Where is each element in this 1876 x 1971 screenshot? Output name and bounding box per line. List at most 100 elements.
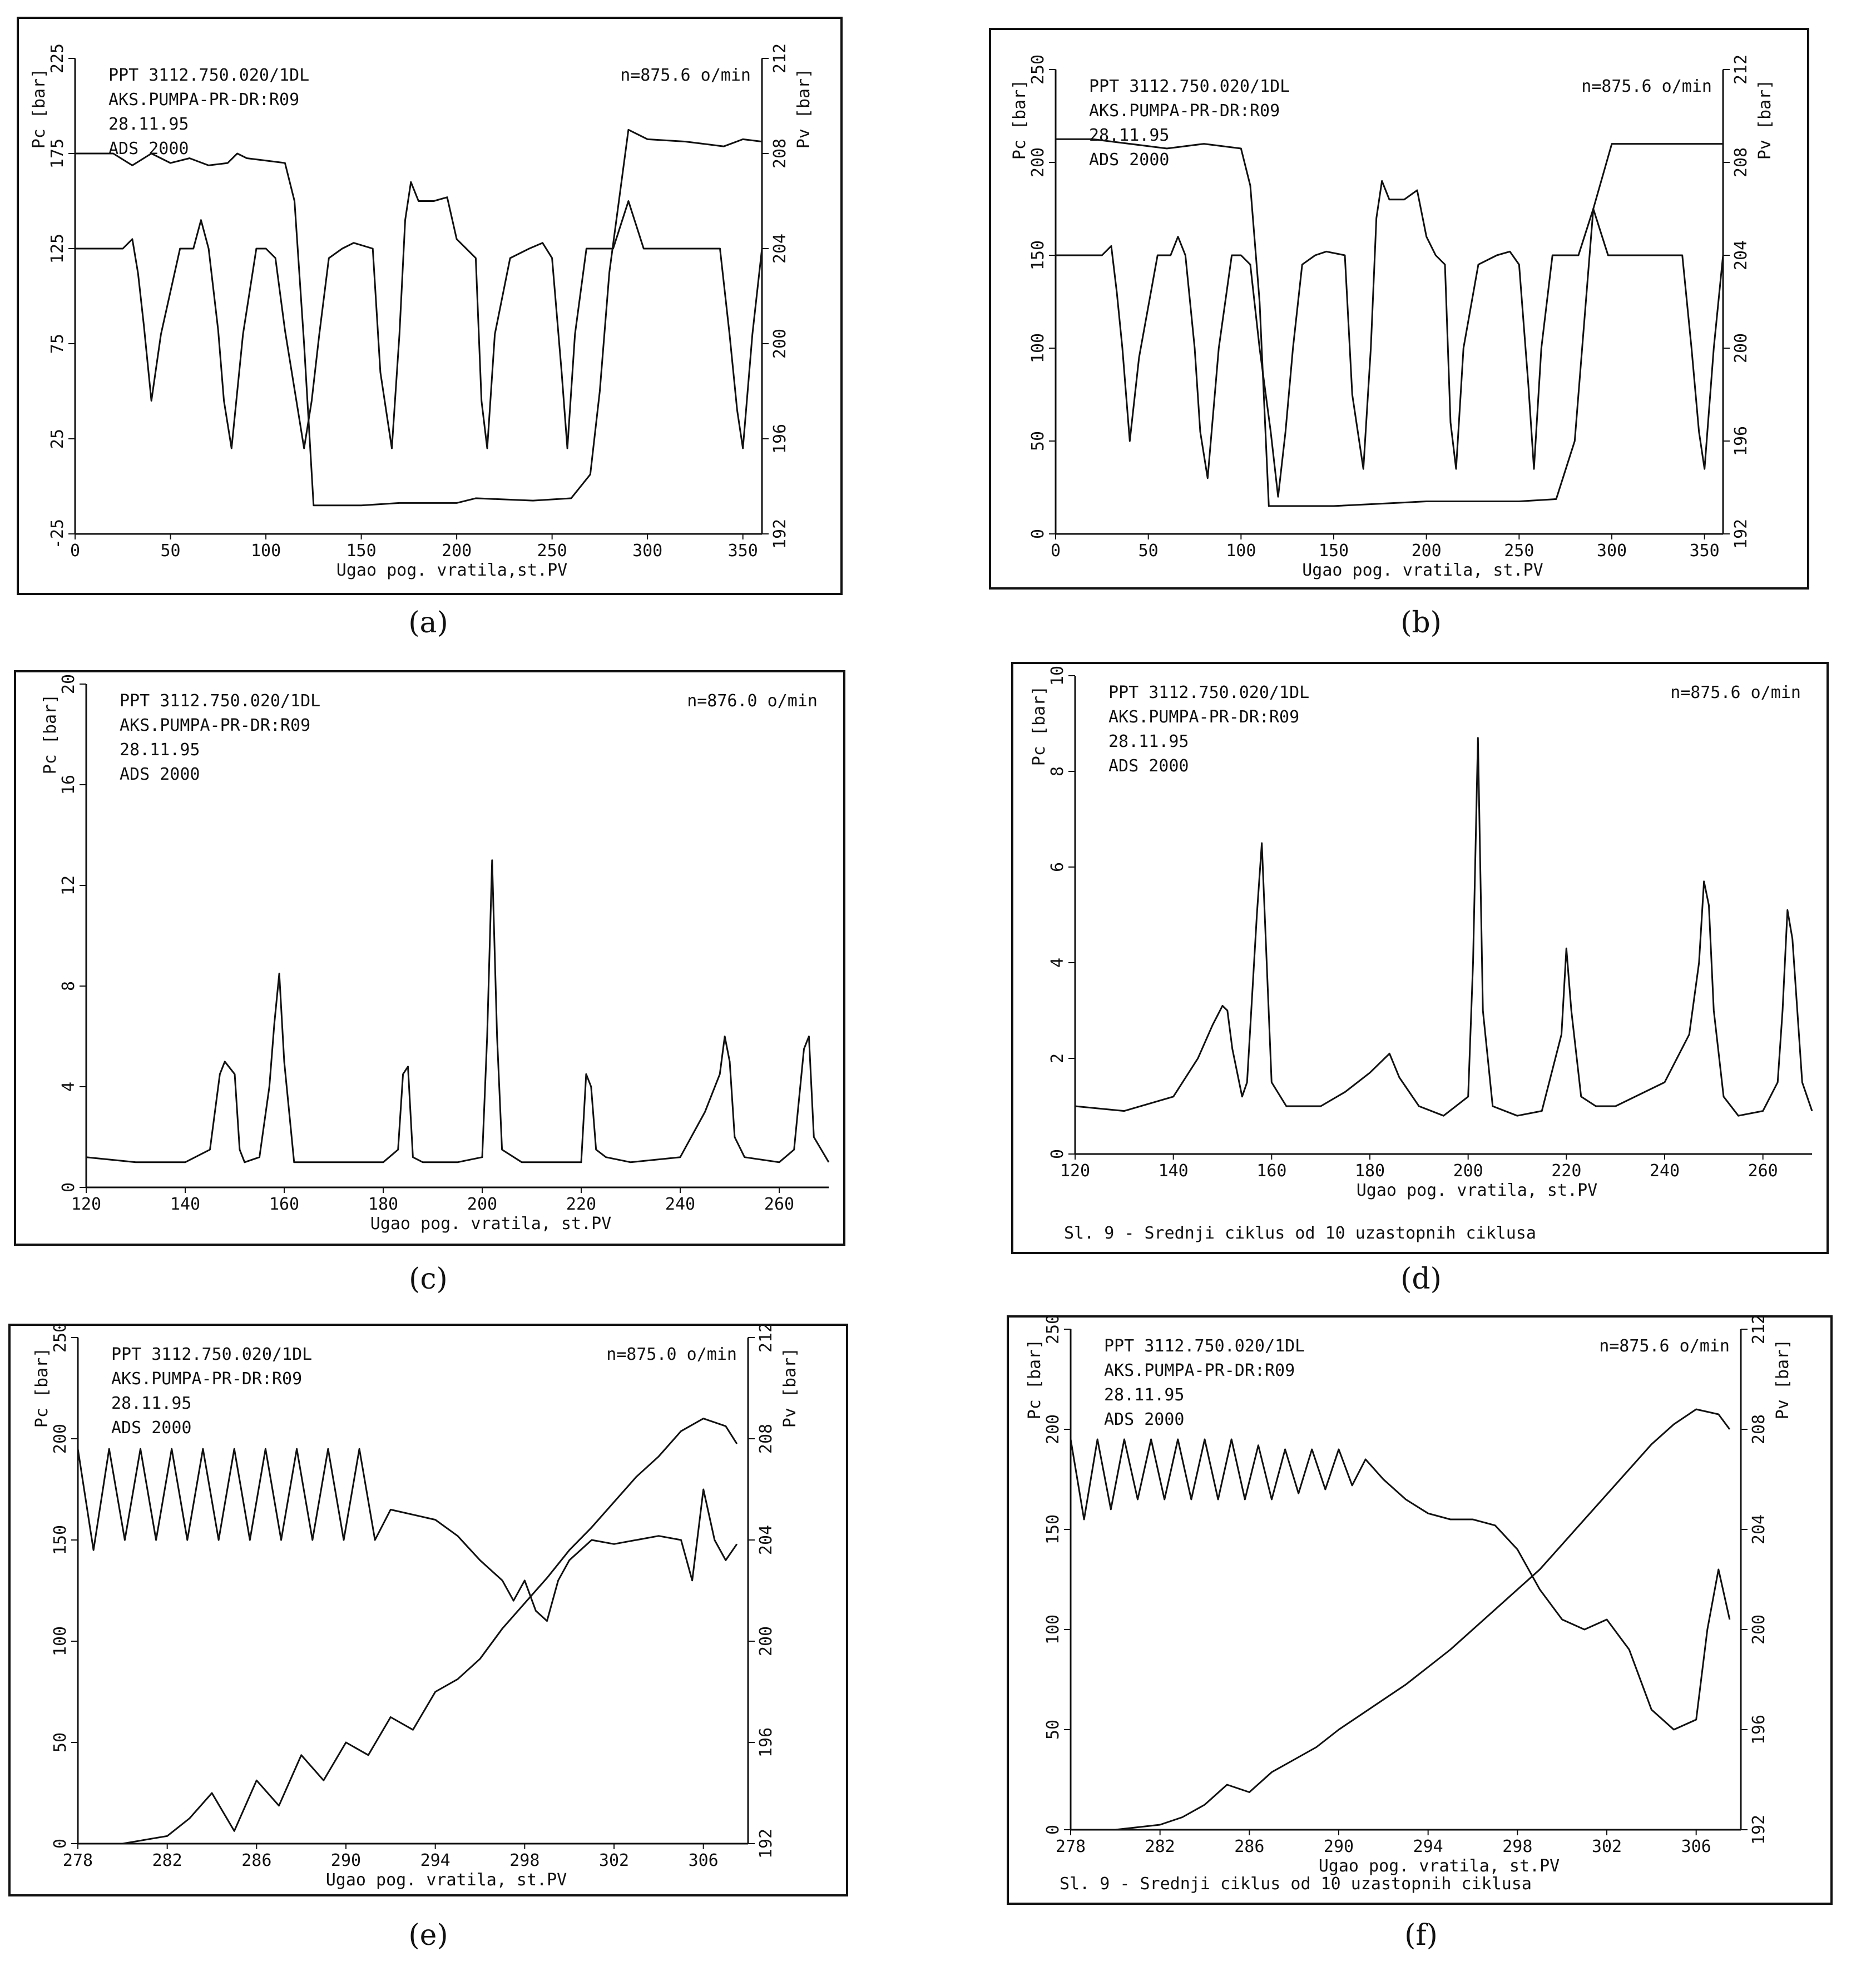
panel-c-x-axis-label: Ugao pog. vratila, st.PV [370,1214,611,1234]
panel-e-x-tick-label: 278 [63,1851,93,1870]
panel-c-x-tick-label: 200 [467,1195,497,1214]
panel-f-left-tick-label: 50 [1043,1720,1063,1740]
chart-e: 0 50 100 150 200 250 192 196 200 204 208 212 278 282 2… [8,1323,848,1896]
panel-a-x-tick-label: 350 [728,541,758,561]
panel-f-left-tick-label: 0 [1043,1825,1063,1835]
panel-e-info-line: 28.11.95 [111,1394,192,1413]
panel-f-x-axis-label: Ugao pog. vratila, st.PV [1319,1856,1560,1876]
panel-f-x-tick-label: 286 [1234,1837,1264,1856]
panel-d-info-line: ADS 2000 [1108,756,1189,776]
panel-e-x-tick-label: 282 [152,1851,182,1870]
panel-a-left-tick-label: 25 [48,429,67,449]
panel-e-frame [8,1324,848,1896]
panel-c-left-tick-label: 0 [59,1182,78,1192]
panel-f-info-line: PPT 3112.750.020/1DL [1104,1336,1305,1356]
panel-c-left-tick-label: 16 [59,775,78,795]
panel-f-frame [1007,1315,1833,1905]
panel-f-right-tick-label: 200 [1749,1615,1769,1645]
panel-f-series-right-axis-line [1071,1408,1731,1831]
panel-f-left-tick-label: 250 [1043,1314,1063,1344]
panel-b-x-tick-label: 150 [1319,541,1349,561]
panel-e-right-tick-label: 208 [756,1424,776,1454]
panel-f-right-axis-label: Pv [bar] [1773,1339,1793,1420]
panel-f-left-tick-label: 100 [1043,1615,1063,1645]
panel-c-left-tick-label: 8 [59,981,78,991]
panel-f-x-tick-label: 298 [1502,1837,1532,1856]
panel-b-speed-label: n=875.6 o/min [1581,77,1712,96]
panel-b-right-tick-label: 192 [1731,519,1751,549]
panel-c-series-left-axis-line [86,859,830,1163]
panel-b-x-tick-label: 200 [1412,541,1442,561]
panel-b-left-tick-label: 100 [1028,333,1048,363]
panel-c-info-line: ADS 2000 [120,765,200,784]
panel-f-right-tick-label: 196 [1749,1715,1769,1745]
panel-e-series-left-axis-line [77,1448,738,1622]
chart-a: -25 25 75 125 175 225 192 196 200 204 208 212 0 50 100… [17,17,843,595]
panel-b-x-tick-label: 100 [1226,541,1256,561]
panel-e-info-line: ADS 2000 [111,1418,192,1438]
panel-b-right-tick-label: 212 [1731,55,1751,85]
panel-a-right-tick-label: 208 [770,138,790,169]
panel-e-right-axis-label: Pv [bar] [780,1348,800,1428]
panel-b-right-tick-label: 204 [1731,240,1751,270]
panel-c-left-tick-label: 12 [59,875,78,895]
panel-d-x-tick-label: 200 [1453,1161,1483,1181]
caption-f: (f) [1404,1919,1438,1952]
panel-f-right-tick-label: 192 [1749,1815,1769,1845]
panel-b-x-tick-label: 350 [1690,541,1720,561]
panel-e-left-tick-label: 100 [51,1626,70,1656]
panel-f-right-tick-label: 208 [1749,1414,1769,1444]
panel-c: 0 4 8 12 16 20 120 140 160 180 200 220 240 260 Ugao po… [14,670,845,1246]
caption-a: (a) [408,606,448,640]
panel-f-left-axis-label: Pc [bar] [1025,1339,1045,1420]
panel-b-x-tick-label: 0 [1051,541,1061,561]
panel-b-series-left-axis-line [1056,180,1724,498]
panel-e-right-tick-label: 212 [756,1323,776,1353]
panel-a-frame [17,17,843,595]
panel-f-x-tick-label: 282 [1145,1837,1175,1856]
panel-b-x-tick-label: 300 [1597,541,1627,561]
panel-a-left-tick-label: 75 [48,334,67,354]
panel-d-footer-label: Sl. 9 - Srednji ciklus od 10 uzastopnih … [1064,1224,1536,1243]
panel-b-right-tick-label: 196 [1731,426,1751,456]
panel-e-speed-label: n=875.0 o/min [606,1345,737,1364]
panel-d-info-line: PPT 3112.750.020/1DL [1108,683,1309,702]
panel-d-left-tick-label: 8 [1048,766,1067,776]
panel-d-left-axis-label: Pc [bar] [1029,686,1049,766]
panel-a-x-tick-label: 50 [160,541,180,561]
panel-b-x-axis-label: Ugao pog. vratila, st.PV [1302,561,1543,580]
panel-c-frame [14,670,845,1246]
panel-f-speed-label: n=875.6 o/min [1599,1336,1730,1356]
panel-c-x-tick-label: 240 [665,1195,695,1214]
panel-a-left-tick-label: -25 [48,519,67,549]
panel-b-info-line: AKS.PUMPA-PR-DR:R09 [1089,101,1280,121]
panel-b-left-axis-label: Pc [bar] [1010,80,1029,160]
panel-e-x-tick-label: 286 [241,1851,271,1870]
panel-e-series-right-axis-line [78,1418,738,1845]
panel-c-x-tick-label: 220 [566,1195,596,1214]
panel-d-x-tick-label: 240 [1650,1161,1680,1181]
panel-a-info-line: PPT 3112.750.020/1DL [108,66,309,85]
panel-d-x-tick-label: 180 [1355,1161,1385,1181]
panel-b-frame [989,28,1809,590]
panel-a-x-tick-label: 200 [442,541,472,561]
panel-b-left-tick-label: 0 [1028,529,1048,539]
panel-d-info-line: 28.11.95 [1108,732,1189,751]
panel-d-left-tick-label: 10 [1048,666,1067,686]
panel-c-info-line: 28.11.95 [120,740,200,760]
panel-e-left-tick-label: 150 [51,1525,70,1555]
panel-d: 0 2 4 6 8 10 120 140 160 180 200 220 240 260 Ugao pog.… [1011,662,1829,1254]
panel-d-x-tick-label: 260 [1748,1161,1778,1181]
panel-a-info-line: 28.11.95 [108,115,189,134]
panel-a-x-axis-label: Ugao pog. vratila,st.PV [336,561,567,580]
panel-a-speed-label: n=875.6 o/min [620,66,751,85]
panel-b-left-tick-label: 250 [1028,55,1048,85]
panel-f-right-tick-label: 204 [1749,1514,1769,1544]
panel-f: 0 50 100 150 200 250 192 196 200 204 208 212 278 282 2… [1007,1314,1833,1905]
panel-a-right-tick-label: 204 [770,234,790,264]
panel-b-x-tick-label: 250 [1504,541,1534,561]
chart-d: 0 2 4 6 8 10 120 140 160 180 200 220 240 260 Ugao pog.… [1011,662,1829,1254]
panel-c-info-line: PPT 3112.750.020/1DL [120,691,320,711]
panel-a-series-right-axis-line [75,128,763,507]
panel-d-left-tick-label: 4 [1048,958,1067,968]
